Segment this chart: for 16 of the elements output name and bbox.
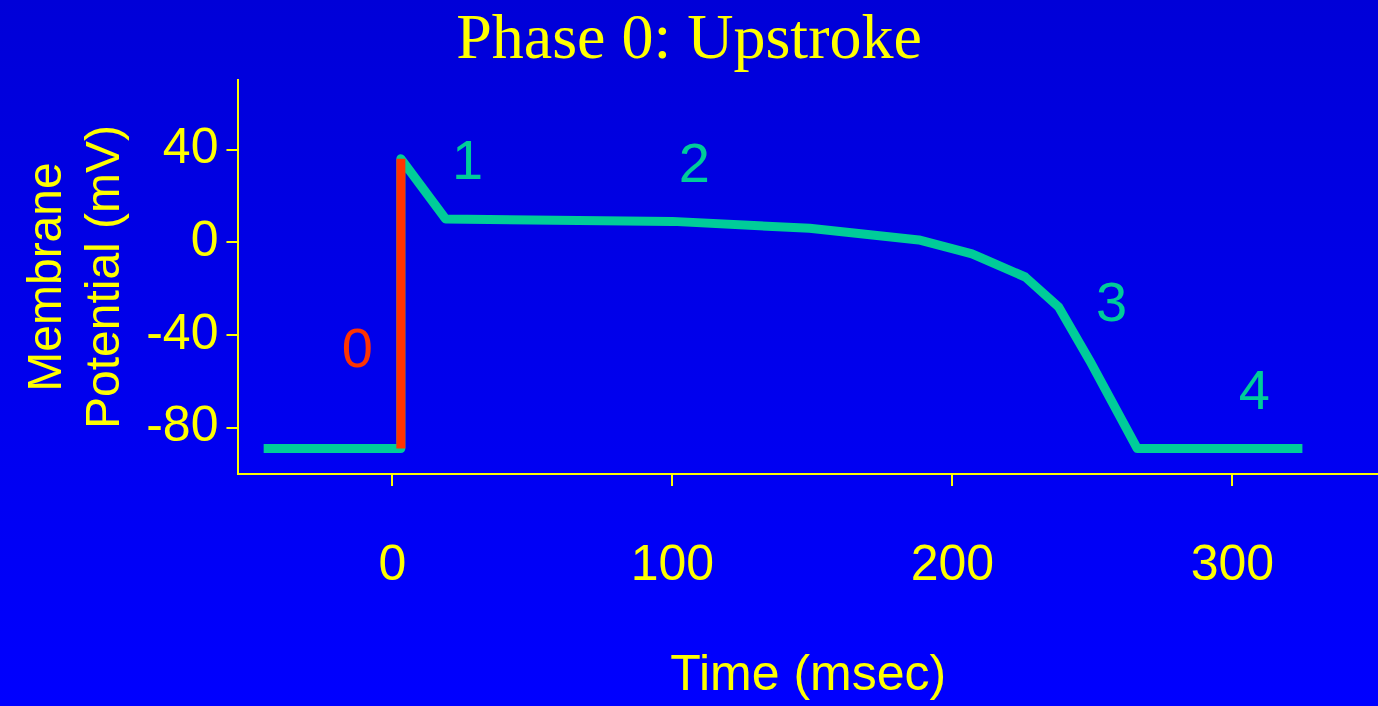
chart-title: Phase 0: Upstroke [455,0,923,74]
y-axis-title: Membrane Potential (mV) [18,124,129,430]
x-tick-label: 300 [1190,534,1275,591]
y-tick-label: -40 [146,303,219,360]
annotation: 4 [1238,357,1270,421]
x-tick-label: 200 [910,534,995,591]
x-axis-title: Time (msec) [670,644,947,701]
x-tick-label: 0 [378,534,407,591]
annotation: 1 [452,128,484,192]
annotation: 2 [678,130,711,194]
annotation: 3 [1096,269,1128,333]
y-tick-label: 40 [162,118,219,175]
y-tick-label: 0 [190,211,219,268]
annotation: 0 [341,315,373,379]
x-tick-label: 100 [630,534,715,591]
y-tick-label: -80 [146,396,219,453]
